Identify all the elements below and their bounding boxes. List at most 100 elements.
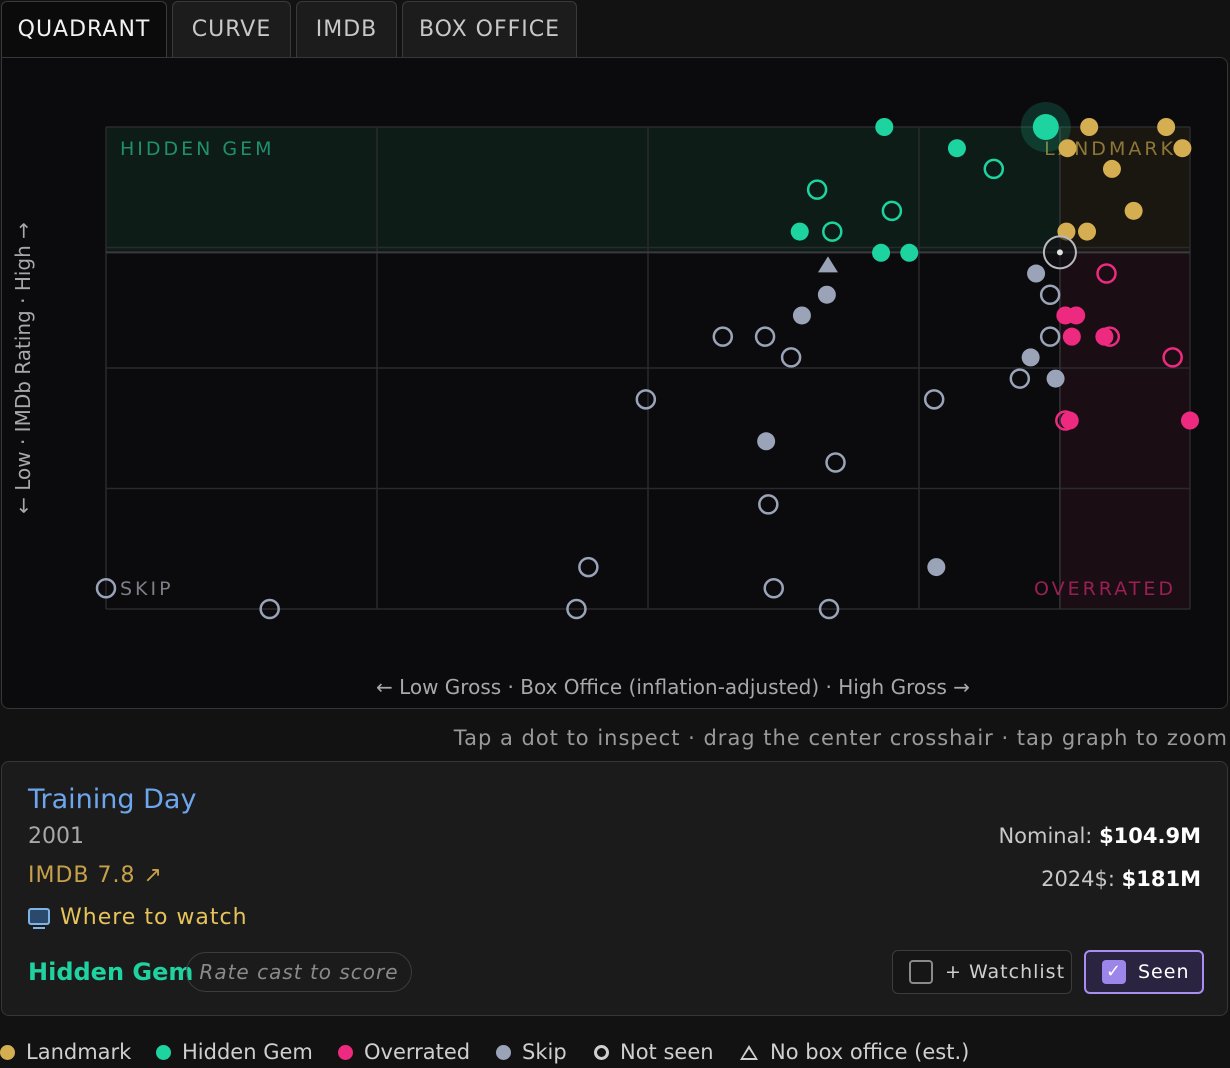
- chart-hint: Tap a dot to inspect · drag the center c…: [453, 726, 1228, 750]
- quadrant-label-skip: SKIP: [120, 578, 174, 600]
- scatter-point-skip-unseen[interactable]: [1009, 368, 1031, 389]
- watchlist-checkbox[interactable]: [909, 960, 933, 984]
- scatter-point-hidden-gem[interactable]: [790, 222, 809, 241]
- scatter-point-hidden-gem-unseen[interactable]: [822, 221, 843, 242]
- scatter-point-overrated-unseen[interactable]: [1096, 263, 1117, 284]
- scatter-point-skip[interactable]: [792, 306, 811, 325]
- triangle-icon: [740, 1044, 758, 1060]
- y-axis-label: ← Low · IMDb Rating · High →: [11, 222, 35, 514]
- scatter-point-landmark[interactable]: [1173, 139, 1192, 158]
- quadrant-chart[interactable]: HIDDEN GEM LANDMARK SKIP OVERRATED ← Low Gro…: [2, 58, 1229, 710]
- scatter-point-skip-unseen[interactable]: [566, 598, 587, 620]
- scatter-point-skip-unseen[interactable]: [1039, 284, 1061, 305]
- where-to-watch-link[interactable]: Where to watch: [28, 905, 248, 930]
- imdb-link[interactable]: IMDB 7.8 ↗: [28, 863, 163, 888]
- x-axis-label: ← Low Gross · Box Office (inflation-adju…: [376, 675, 970, 699]
- tab-imdb[interactable]: IMDB: [296, 1, 397, 57]
- scatter-point-overrated[interactable]: [1181, 411, 1199, 430]
- scatter-point-skip[interactable]: [1021, 348, 1040, 367]
- legend-landmark-dot: [0, 1044, 15, 1060]
- scatter-point-skip-unseen[interactable]: [259, 598, 280, 620]
- seen-button[interactable]: ✓ Seen: [1084, 950, 1204, 994]
- scatter-point-skip-unseen[interactable]: [95, 578, 117, 599]
- legend-label: Hidden Gem: [182, 1040, 313, 1064]
- legend-hidden-gem-dot: [156, 1044, 171, 1060]
- movie-detail-card: Training Day 2001 IMDB 7.8 ↗ Where to wa…: [1, 761, 1228, 1016]
- quadrant-chart-panel[interactable]: HIDDEN GEM LANDMARK SKIP OVERRATED ← Low Gro…: [1, 57, 1228, 709]
- scatter-point-skip-unseen[interactable]: [758, 494, 779, 515]
- scatter-point-skip-unseen[interactable]: [578, 556, 599, 578]
- legend-not-seen: Not seen: [594, 1040, 714, 1064]
- scatter-point-overrated-unseen[interactable]: [1162, 347, 1183, 368]
- legend: Landmark Hidden Gem Overrated Skip Not s…: [0, 1040, 1230, 1068]
- category-label: Hidden Gem: [28, 958, 194, 986]
- scatter-point-landmark[interactable]: [1124, 201, 1143, 220]
- scatter-point-skip[interactable]: [1046, 369, 1065, 388]
- scatter-point-skip-unseen[interactable]: [635, 389, 657, 410]
- scatter-point-overrated-unseen[interactable]: [1099, 326, 1121, 347]
- legend-skip-dot: [496, 1044, 511, 1060]
- scatter-point-overrated[interactable]: [1095, 327, 1114, 346]
- scatter-point-hidden-gem-unseen[interactable]: [806, 179, 828, 200]
- scatter-point-skip[interactable]: [927, 558, 946, 577]
- scatter-point-hidden-gem-unseen[interactable]: [983, 158, 1005, 180]
- scatter-point-overrated[interactable]: [1062, 327, 1081, 346]
- scatter-point-skip-unseen[interactable]: [763, 578, 784, 599]
- legend-not-seen-ring: [594, 1044, 609, 1060]
- legend-label: Overrated: [364, 1040, 471, 1064]
- scatter-point-skip-unseen[interactable]: [825, 452, 846, 473]
- scatter-point-landmark[interactable]: [1058, 139, 1077, 158]
- scatter-point-landmark[interactable]: [1102, 159, 1121, 178]
- scatter-point-skip[interactable]: [817, 285, 836, 304]
- scatter-point-skip[interactable]: [1027, 264, 1046, 283]
- quadrant-label-hidden-gem: HIDDEN GEM: [120, 138, 275, 160]
- tab-box-office[interactable]: BOX OFFICE: [402, 1, 577, 57]
- legend-landmark: Landmark: [0, 1040, 131, 1064]
- legend-label: No box office (est.): [770, 1040, 970, 1064]
- legend-hidden-gem: Hidden Gem: [156, 1040, 313, 1064]
- scatter-point-hidden-gem[interactable]: [900, 243, 919, 262]
- quadrant-label-landmark: LANDMARK: [1044, 138, 1176, 160]
- scatter-point-hidden-gem[interactable]: [875, 118, 894, 136]
- seen-checkbox[interactable]: ✓: [1102, 960, 1126, 984]
- scatter-point-landmark[interactable]: [1080, 118, 1099, 136]
- quadrant-label-overrated: OVERRATED: [1034, 578, 1176, 600]
- legend-no-box-office: No box office (est.): [740, 1040, 969, 1064]
- scatter-point-skip-unseen[interactable]: [923, 389, 945, 410]
- scatter-point-skip-unseen[interactable]: [818, 598, 840, 620]
- adjusted-value: $181M: [1121, 867, 1201, 891]
- scatter-point-skip-unseen[interactable]: [754, 326, 776, 347]
- legend-overrated-dot: [338, 1044, 353, 1060]
- tab-quadrant[interactable]: QUADRANT: [1, 1, 167, 57]
- scatter-point-hidden-gem-unseen[interactable]: [881, 200, 903, 222]
- scatter-point-skip-estimated[interactable]: [817, 256, 838, 273]
- scatter-point-overrated[interactable]: [1067, 306, 1086, 325]
- scatter-point-hidden-gem[interactable]: [947, 139, 966, 158]
- hidden-gem-zone: [106, 127, 1060, 253]
- watchlist-button[interactable]: + Watchlist: [892, 950, 1072, 994]
- movie-title[interactable]: Training Day: [28, 784, 197, 815]
- seen-label: Seen: [1138, 961, 1190, 983]
- nominal-value: $104.9M: [1099, 824, 1201, 848]
- scatter-point-skip[interactable]: [757, 432, 776, 451]
- legend-label: Not seen: [620, 1040, 714, 1064]
- movie-year: 2001: [28, 824, 84, 849]
- where-to-watch-label: Where to watch: [60, 905, 248, 930]
- crosshair-center-dot: [1056, 249, 1063, 256]
- legend-label: Skip: [522, 1040, 567, 1064]
- scatter-point-hidden-gem-selected[interactable]: [1032, 114, 1059, 140]
- scatter-point-skip-unseen[interactable]: [780, 347, 802, 368]
- scatter-point-hidden-gem[interactable]: [872, 243, 891, 262]
- tab-curve[interactable]: CURVE: [172, 1, 291, 57]
- scatter-point-overrated[interactable]: [1060, 411, 1079, 430]
- nominal-label: Nominal:: [998, 824, 1100, 848]
- rate-cast-button[interactable]: Rate cast to score: [186, 952, 412, 992]
- scatter-point-landmark[interactable]: [1078, 222, 1097, 241]
- scatter-point-landmark[interactable]: [1157, 118, 1176, 136]
- tv-icon: [28, 908, 50, 929]
- scatter-point-skip-unseen[interactable]: [712, 326, 734, 347]
- adjusted-label: 2024$:: [1041, 867, 1122, 891]
- scatter-point-skip-unseen[interactable]: [1039, 326, 1061, 347]
- adjusted-gross: 2024$: $181M: [1041, 867, 1201, 891]
- legend-overrated: Overrated: [338, 1040, 470, 1064]
